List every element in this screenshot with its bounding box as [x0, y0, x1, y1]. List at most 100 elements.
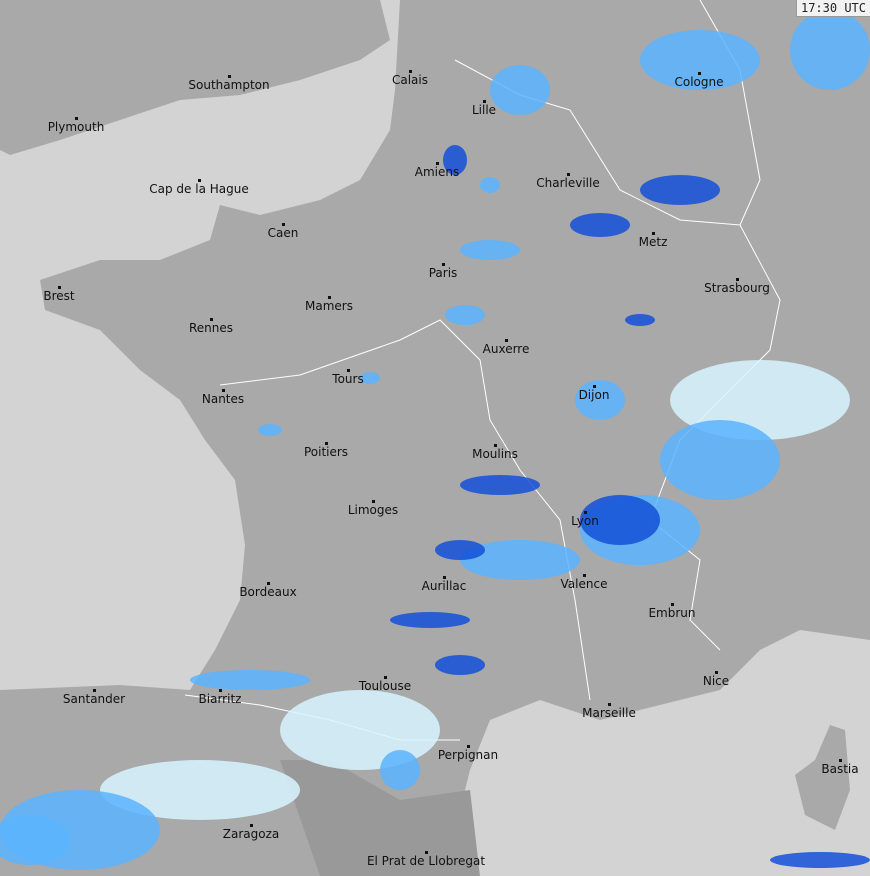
city-label: Bordeaux	[239, 585, 297, 599]
city-label: Aurillac	[421, 579, 467, 593]
rain-cell	[190, 670, 310, 690]
rain-cell	[435, 540, 485, 560]
city-label: Bastia	[821, 762, 859, 776]
rain-cell	[770, 852, 870, 868]
city-label: Caen	[267, 226, 299, 240]
city-dot	[736, 278, 739, 281]
city-label: Nice	[702, 674, 730, 688]
city-dot	[483, 100, 486, 103]
rain-cell	[580, 495, 660, 545]
precipitation-layer	[0, 10, 870, 870]
city-dot	[210, 318, 213, 321]
city-dot	[58, 286, 61, 289]
rain-cell	[640, 30, 760, 90]
city-label: Rennes	[188, 321, 234, 335]
rain-cell	[435, 655, 485, 675]
england-land	[0, 0, 390, 155]
city-label: Moulins	[472, 447, 518, 461]
city-dot	[372, 500, 375, 503]
city-dot	[75, 117, 78, 120]
city-label: Plymouth	[47, 120, 105, 134]
mediterranean-sea	[470, 640, 870, 876]
city-label: Biarritz	[198, 692, 242, 706]
city-label: Mamers	[305, 299, 353, 313]
rain-cell	[360, 372, 380, 384]
city-dot	[715, 671, 718, 674]
city-dot	[652, 232, 655, 235]
city-label: Lille	[471, 103, 497, 117]
city-label: Toulouse	[358, 679, 412, 693]
city-label: Calais	[391, 73, 429, 87]
city-dot	[222, 389, 225, 392]
city-label: Nantes	[201, 392, 245, 406]
city-dot	[425, 851, 428, 854]
rain-cell	[625, 314, 655, 326]
city-dot	[325, 442, 328, 445]
rain-cell	[490, 65, 550, 115]
city-dot	[494, 444, 497, 447]
rain-cell	[660, 420, 780, 500]
rain-cell	[0, 815, 70, 865]
city-label: Perpignan	[437, 748, 499, 762]
city-dot	[93, 689, 96, 692]
city-label: Metz	[638, 235, 668, 249]
city-label: Valence	[560, 577, 608, 591]
city-label: Cologne	[674, 75, 724, 89]
city-label: Zaragoza	[222, 827, 280, 841]
city-label: Paris	[428, 266, 458, 280]
city-dot	[250, 824, 253, 827]
city-label: Marseille	[582, 706, 636, 720]
city-label: Cap de la Hague	[149, 182, 249, 196]
city-dot	[584, 511, 587, 514]
rain-cell	[480, 177, 500, 193]
city-dot	[698, 72, 701, 75]
city-dot	[442, 263, 445, 266]
city-dot	[443, 576, 446, 579]
city-dot	[328, 296, 331, 299]
rain-cell	[460, 240, 520, 260]
rain-cell	[258, 424, 282, 436]
city-dot	[593, 385, 596, 388]
city-label: Strasbourg	[704, 281, 770, 295]
rain-cell	[100, 760, 300, 820]
city-dot	[608, 703, 611, 706]
city-dot	[267, 582, 270, 585]
city-label: Amiens	[414, 165, 460, 179]
city-label: Tours	[332, 372, 364, 386]
city-label: Santander	[62, 692, 126, 706]
city-label: Brest	[43, 289, 75, 303]
city-dot	[671, 603, 674, 606]
city-dot	[839, 759, 842, 762]
corsica-land	[795, 725, 850, 830]
city-dot	[198, 179, 201, 182]
city-dot	[228, 75, 231, 78]
city-label: Southampton	[188, 78, 270, 92]
city-dot	[567, 173, 570, 176]
city-dot	[505, 339, 508, 342]
city-label: Limoges	[347, 503, 399, 517]
city-dot	[583, 574, 586, 577]
rain-cell	[575, 380, 625, 420]
city-label: Embrun	[648, 606, 696, 620]
city-label: Auxerre	[482, 342, 530, 356]
rain-cell	[460, 540, 580, 580]
city-dot	[384, 676, 387, 679]
rain-cell	[640, 175, 720, 205]
timestamp-label: 17:30 UTC	[795, 0, 870, 17]
rain-cell	[380, 750, 420, 790]
mountain-shade	[280, 760, 480, 876]
city-label: Charleville	[536, 176, 600, 190]
rain-cell	[790, 10, 870, 90]
city-dot	[282, 223, 285, 226]
rain-cell	[443, 145, 467, 175]
city-label: Dijon	[578, 388, 610, 402]
rain-cell	[445, 305, 485, 325]
rain-cell	[570, 213, 630, 237]
city-dot	[409, 70, 412, 73]
city-label: Poitiers	[303, 445, 349, 459]
rain-cell	[460, 475, 540, 495]
city-dot	[467, 745, 470, 748]
city-label: El Prat de Llobregat	[366, 854, 486, 868]
